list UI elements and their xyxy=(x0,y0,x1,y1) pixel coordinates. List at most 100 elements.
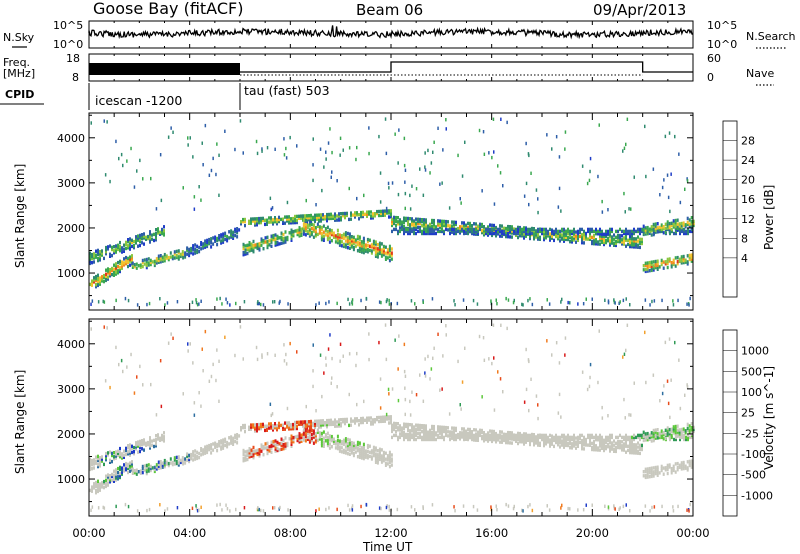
power-cell xyxy=(325,301,327,306)
velocity-cell xyxy=(691,435,693,440)
power-cell xyxy=(385,299,388,304)
power-cell xyxy=(629,244,631,249)
power-cell xyxy=(304,222,307,227)
velocity-cell xyxy=(248,453,251,457)
velocity-cell xyxy=(196,456,199,461)
power-cell xyxy=(433,231,435,236)
power-cell xyxy=(593,235,595,240)
velocity-cell xyxy=(302,438,305,442)
power-cell xyxy=(403,163,406,168)
power-cell xyxy=(390,253,393,257)
power-cell xyxy=(644,269,647,274)
velocity-cell xyxy=(282,445,285,449)
power-cell xyxy=(196,303,199,307)
power-cell xyxy=(475,232,477,236)
velocity-cell xyxy=(380,419,382,424)
power-cell xyxy=(364,243,367,247)
power-cell xyxy=(672,299,674,303)
power-cell xyxy=(425,218,427,222)
velocity-cell xyxy=(621,440,623,444)
power-cell xyxy=(521,231,523,236)
power-cell xyxy=(163,259,166,263)
power-cell xyxy=(633,245,635,249)
velocity-cell xyxy=(115,345,117,350)
velocity-cell xyxy=(286,406,289,411)
velocity-cell xyxy=(294,435,297,439)
power-cell xyxy=(314,215,316,219)
velocity-cell xyxy=(676,465,679,470)
velocity-cell xyxy=(276,446,279,451)
power-cell xyxy=(356,236,359,241)
velocity-cell xyxy=(346,443,349,448)
velocity-cell xyxy=(395,433,397,438)
power-cell xyxy=(642,232,645,237)
power-cell xyxy=(256,221,258,225)
power-cell xyxy=(579,234,581,239)
power-cell xyxy=(519,225,521,230)
power-cell xyxy=(119,259,121,264)
power-cell xyxy=(320,217,322,221)
velocity-cell xyxy=(117,453,119,458)
power-cell xyxy=(463,231,465,236)
velocity-cell xyxy=(650,474,653,479)
power-cell xyxy=(264,240,267,244)
power-cell xyxy=(611,235,613,239)
velocity-cell xyxy=(280,441,283,445)
velocity-cell xyxy=(537,439,539,443)
velocity-cell xyxy=(666,471,669,476)
power-cell xyxy=(368,238,371,242)
velocity-cell xyxy=(322,440,325,444)
velocity-cell xyxy=(153,465,156,470)
velocity-cell xyxy=(601,440,603,444)
power-cell xyxy=(535,235,537,239)
velocity-cell xyxy=(226,445,229,449)
velocity-cell xyxy=(198,508,200,512)
power-cell xyxy=(674,264,677,268)
power-cell xyxy=(308,224,311,228)
velocity-cell xyxy=(284,442,287,446)
velocity-cell xyxy=(125,448,127,453)
power-cell xyxy=(401,222,403,226)
velocity-cell xyxy=(529,435,531,440)
power-cell xyxy=(149,230,151,234)
power-cell xyxy=(302,218,305,222)
velocity-cell xyxy=(119,475,121,480)
velocity-cell xyxy=(537,416,539,421)
velocity-cell xyxy=(637,433,639,438)
power-cell xyxy=(652,264,655,268)
velocity-cell xyxy=(121,468,123,472)
power-cell xyxy=(613,233,615,237)
power-cell xyxy=(386,252,389,256)
power-cell xyxy=(117,265,119,269)
velocity-cell xyxy=(680,433,683,438)
power-cell xyxy=(409,227,411,232)
power-cell xyxy=(131,261,134,265)
power-cell xyxy=(493,150,495,154)
power-cell xyxy=(258,219,260,223)
power-cell xyxy=(449,227,451,232)
power-cell xyxy=(525,231,527,236)
power-cell xyxy=(344,235,347,239)
power-cell xyxy=(623,240,625,244)
power-cell xyxy=(686,260,689,264)
velocity-cell xyxy=(403,437,405,442)
velocity-cell xyxy=(292,440,295,444)
power-cell xyxy=(577,229,579,234)
power-cell xyxy=(399,229,401,234)
velocity-cell xyxy=(577,442,579,446)
power-cell xyxy=(346,246,349,250)
power-cell xyxy=(563,227,565,232)
power-cell xyxy=(597,242,599,246)
power-cell xyxy=(419,227,421,232)
power-cell xyxy=(95,276,97,281)
velocity-cell xyxy=(405,435,407,440)
power-cell xyxy=(411,221,413,225)
velocity-cell xyxy=(89,459,91,463)
power-cell xyxy=(282,219,284,223)
velocity-cell xyxy=(629,440,631,445)
power-cell xyxy=(567,229,569,234)
velocity-cell xyxy=(133,469,136,473)
power-cell xyxy=(439,221,441,225)
power-cell xyxy=(208,239,211,244)
colorbar-tick-label: 24 xyxy=(741,154,755,167)
